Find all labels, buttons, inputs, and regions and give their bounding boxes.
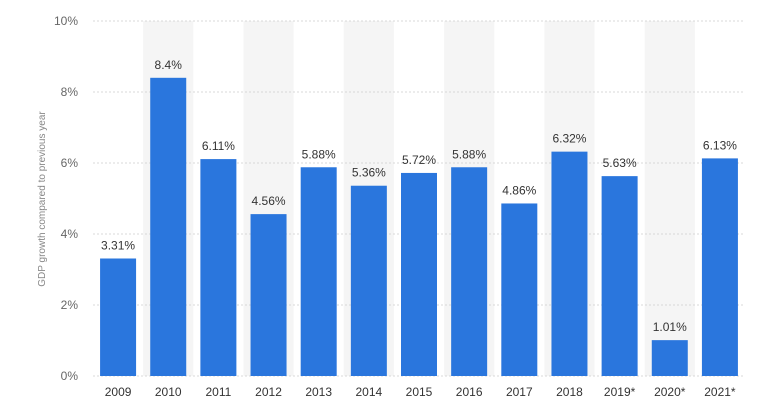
data-label: 3.31%	[101, 238, 135, 252]
background-band	[644, 21, 695, 376]
x-tick-label: 2018	[556, 385, 583, 399]
data-label: 5.88%	[452, 147, 486, 161]
x-tick-label: 2017	[506, 385, 533, 399]
bar	[451, 167, 488, 376]
bar	[701, 158, 738, 376]
bar	[300, 167, 337, 376]
data-label: 4.56%	[252, 194, 286, 208]
x-tick-label: 2013	[305, 385, 332, 399]
bar	[100, 258, 137, 376]
data-labels: 3.31% 8.4% 6.11% 4.56% 5.88% 5.36% 5.72% 5.88% 4…	[101, 58, 737, 334]
y-tick-label: 8%	[61, 85, 79, 99]
x-tick-label: 2021*	[704, 385, 736, 399]
x-tick-label: 2014	[355, 385, 382, 399]
x-tick-label: 2020*	[654, 385, 686, 399]
bar	[200, 159, 237, 376]
data-label: 6.11%	[202, 139, 235, 153]
x-tick-label: 2019*	[604, 385, 636, 399]
y-tick-label: 2%	[61, 298, 79, 312]
y-axis-title: GDP growth compared to previous year	[37, 111, 48, 287]
x-tick-label: 2015	[406, 385, 433, 399]
data-label: 4.86%	[502, 183, 536, 197]
bar	[601, 176, 638, 376]
bar	[150, 77, 187, 377]
bar	[501, 203, 538, 376]
y-tick-label: 10%	[54, 14, 78, 28]
x-axis-ticks: 2009 2010 2011 2012 2013 2014 2015 2016 2017 2018…	[105, 385, 736, 399]
data-label: 8.4%	[155, 58, 183, 72]
data-label: 5.88%	[302, 147, 336, 161]
data-label: 5.36%	[352, 166, 386, 180]
data-label: 5.72%	[402, 153, 436, 167]
bar	[350, 185, 387, 376]
x-tick-label: 2012	[255, 385, 282, 399]
data-label: 1.01%	[653, 320, 687, 334]
y-axis-ticks: 0% 2% 4% 6% 8% 10%	[54, 14, 78, 383]
data-label: 6.32%	[552, 132, 586, 146]
x-tick-label: 2011	[205, 385, 231, 399]
data-label: 6.13%	[703, 138, 737, 152]
x-tick-label: 2009	[105, 385, 132, 399]
data-label: 5.63%	[603, 156, 637, 170]
x-tick-label: 2016	[456, 385, 483, 399]
x-tick-label: 2010	[155, 385, 182, 399]
bars	[100, 77, 738, 377]
bar	[651, 340, 688, 376]
bar	[551, 151, 588, 376]
bar	[401, 172, 437, 376]
bar	[250, 214, 287, 376]
y-tick-label: 6%	[61, 156, 79, 170]
y-tick-label: 4%	[61, 227, 79, 241]
y-tick-label: 0%	[61, 369, 79, 383]
